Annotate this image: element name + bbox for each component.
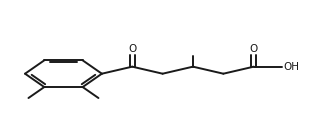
Text: O: O <box>249 44 258 54</box>
Text: OH: OH <box>284 62 300 72</box>
Text: O: O <box>128 44 136 54</box>
